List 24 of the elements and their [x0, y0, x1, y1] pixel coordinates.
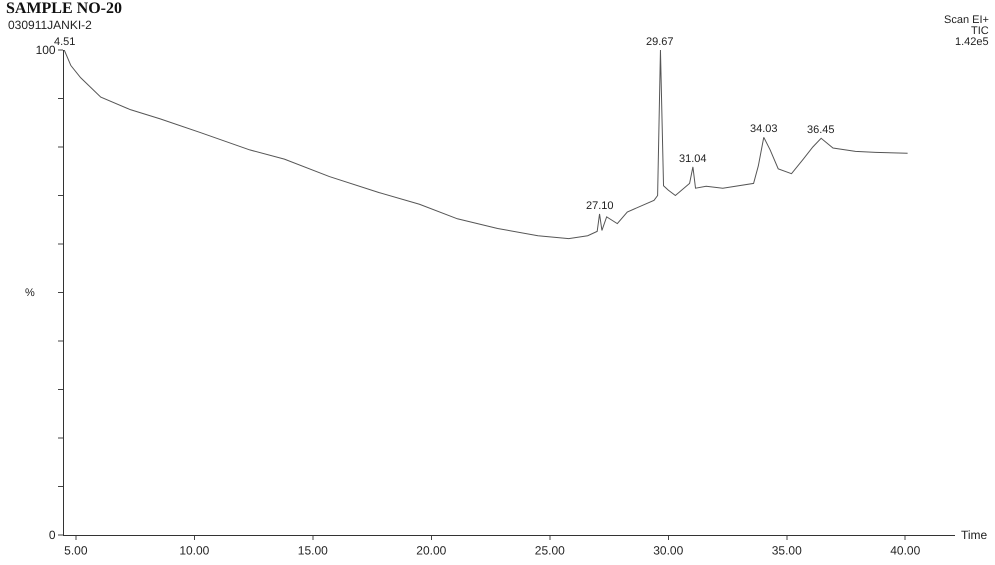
- chart-subtitle: 030911JANKI-2: [8, 18, 92, 32]
- x-axis-title: Time: [961, 528, 988, 542]
- y-axis-title: %: [25, 287, 35, 299]
- x-tick-label: 35.00: [772, 543, 802, 558]
- x-tick-label: 40.00: [890, 543, 921, 558]
- annotation: 4.51: [54, 36, 76, 48]
- annotation: 29.67: [646, 36, 674, 48]
- chart-title: SAMPLE NO-20: [6, 0, 122, 17]
- text: TIC: [971, 25, 989, 37]
- annotation: 27.10: [586, 200, 614, 212]
- x-tick-label: 5.00: [64, 543, 88, 558]
- x-tick-label: 20.00: [416, 543, 447, 558]
- y-tick-label: 100: [36, 43, 56, 58]
- text: 1.42e5: [955, 36, 989, 48]
- annotation: 36.45: [807, 124, 835, 136]
- x-tick-label: 10.00: [179, 543, 210, 558]
- text: Scan EI+: [944, 14, 989, 26]
- line-series: [64, 50, 908, 240]
- x-tick-label: 30.00: [653, 543, 684, 558]
- annotation: 34.03: [750, 123, 778, 135]
- x-tick-label: 15.00: [298, 543, 328, 558]
- annotation: 31.04: [679, 153, 707, 165]
- y-tick-label: 0: [48, 528, 56, 542]
- x-tick-label: 25.00: [534, 543, 566, 558]
